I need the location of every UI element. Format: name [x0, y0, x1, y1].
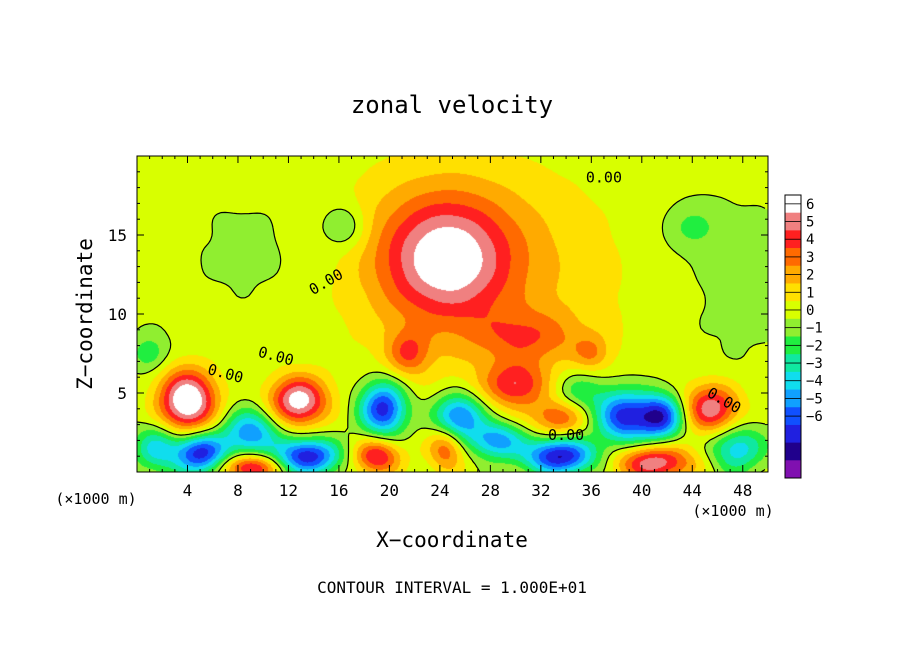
colorbar-swatch [785, 442, 801, 461]
heatmap-field [137, 156, 768, 472]
contour-interval-footer: CONTOUR INTERVAL = 1.000E+01 [317, 578, 587, 597]
x-unit-label-left: (×1000 m) [55, 490, 136, 508]
x-tick-label: 48 [733, 481, 752, 500]
x-tick-label: 12 [279, 481, 298, 500]
colorbar-label: 0 [806, 303, 814, 319]
y-tick-label: 10 [108, 305, 127, 324]
colorbar-label: 4 [806, 232, 814, 248]
contour-label: 0.00 [548, 426, 584, 444]
x-tick-label: 16 [329, 481, 348, 500]
colorbar-label: 2 [806, 268, 814, 284]
x-tick-label: 44 [683, 481, 702, 500]
colorbar-label: −1 [806, 321, 823, 337]
colorbar-label: 6 [806, 197, 814, 213]
colorbar-label: 1 [806, 285, 814, 301]
colorbar-label: −5 [806, 391, 823, 407]
x-tick-label: 40 [632, 481, 651, 500]
y-axis-label: Z−coordinate [73, 238, 97, 390]
x-tick-label: 36 [582, 481, 601, 500]
x-unit-label-right: (×1000 m) [692, 502, 773, 520]
colorbar-label: −2 [806, 338, 823, 354]
zero-contour-path [136, 194, 766, 473]
x-axis-label: X−coordinate [376, 528, 528, 552]
x-tick-label: 24 [430, 481, 449, 500]
y-tick-label: 5 [117, 384, 127, 403]
x-tick-label: 8 [233, 481, 243, 500]
colorbar: 6 54 3 21 0 −1−2 −3 −4−5 −6 [784, 194, 823, 479]
plot-area: 0.000.000.000.000.000.00 4 8 12 16 20 24 28 32 3… [108, 155, 769, 500]
colorbar-label: −3 [806, 356, 823, 372]
x-tick-label: 20 [380, 481, 399, 500]
colorbar-swatch [785, 424, 801, 444]
heatmap-canvas [137, 156, 768, 472]
colorbar-frame [784, 194, 802, 479]
zero-contour-lines [136, 194, 766, 473]
colorbar-label: −4 [806, 374, 823, 390]
x-tick-label: 28 [481, 481, 500, 500]
y-tick-label: 15 [108, 226, 127, 245]
x-tick-label: 32 [531, 481, 550, 500]
contour-label: 0.00 [586, 169, 622, 187]
y-axis-ticks: 5 10 15 [108, 171, 768, 457]
colorbar-swatch [785, 460, 801, 479]
x-tick-label: 4 [183, 481, 193, 500]
colorbar-label: −6 [806, 409, 823, 425]
colorbar-label: 5 [806, 215, 814, 231]
chart-title: zonal velocity [351, 91, 553, 119]
x-axis-ticks: 4 8 12 16 20 24 28 32 36 40 44 48 [149, 156, 756, 500]
colorbar-label: 3 [806, 250, 814, 266]
